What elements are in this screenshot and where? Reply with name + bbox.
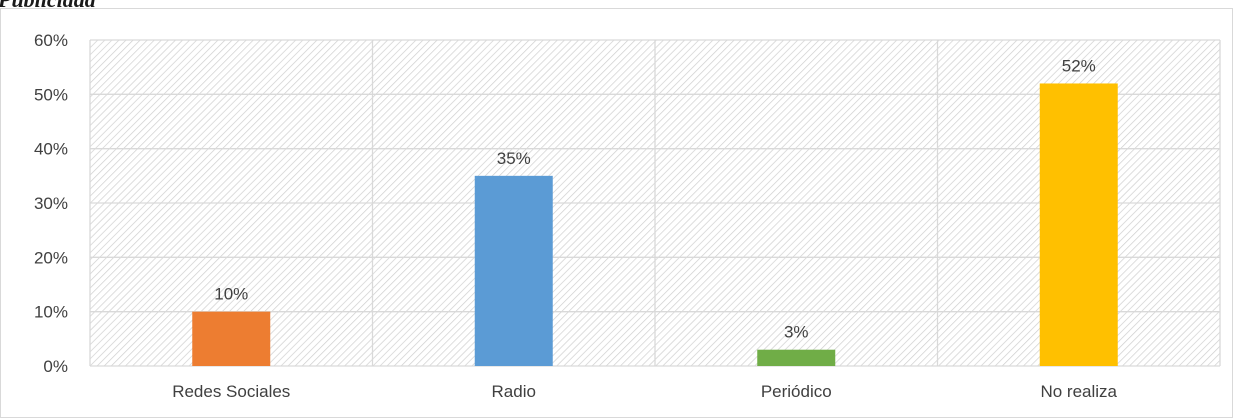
- bars: [192, 83, 1118, 366]
- y-tick-label: 60%: [34, 31, 68, 50]
- category-label: No realiza: [1040, 382, 1117, 401]
- bar-3: [1039, 83, 1118, 366]
- y-tick-label: 30%: [34, 194, 68, 213]
- bar-chart: 0% 10% 20% 30% 40% 50% 60% Redes Sociales Radio…: [34, 31, 1221, 401]
- category-label: Redes Sociales: [172, 382, 290, 401]
- y-tick-label: 40%: [34, 140, 68, 159]
- y-axis-ticks: 0% 10% 20% 30% 40% 50% 60%: [34, 31, 68, 376]
- category-label: Periódico: [761, 382, 832, 401]
- bar-1: [474, 175, 553, 366]
- gridlines: [89, 39, 1221, 367]
- data-label: 3%: [784, 323, 809, 342]
- data-label: 52%: [1062, 56, 1096, 75]
- y-tick-label: 10%: [34, 303, 68, 322]
- bar-0: [192, 311, 271, 366]
- category-label: Radio: [492, 382, 536, 401]
- y-tick-label: 50%: [34, 85, 68, 104]
- data-labels: 10% 35% 3% 52%: [214, 56, 1096, 341]
- y-tick-label: 0%: [43, 357, 68, 376]
- y-tick-label: 20%: [34, 248, 68, 267]
- bar-2: [757, 349, 836, 366]
- data-label: 35%: [497, 149, 531, 168]
- data-label: 10%: [214, 285, 248, 304]
- x-axis-categories: Redes Sociales Radio Periódico No realiza: [172, 382, 1117, 401]
- chart-frame: 0% 10% 20% 30% 40% 50% 60% Redes Sociales Radio…: [0, 8, 1233, 418]
